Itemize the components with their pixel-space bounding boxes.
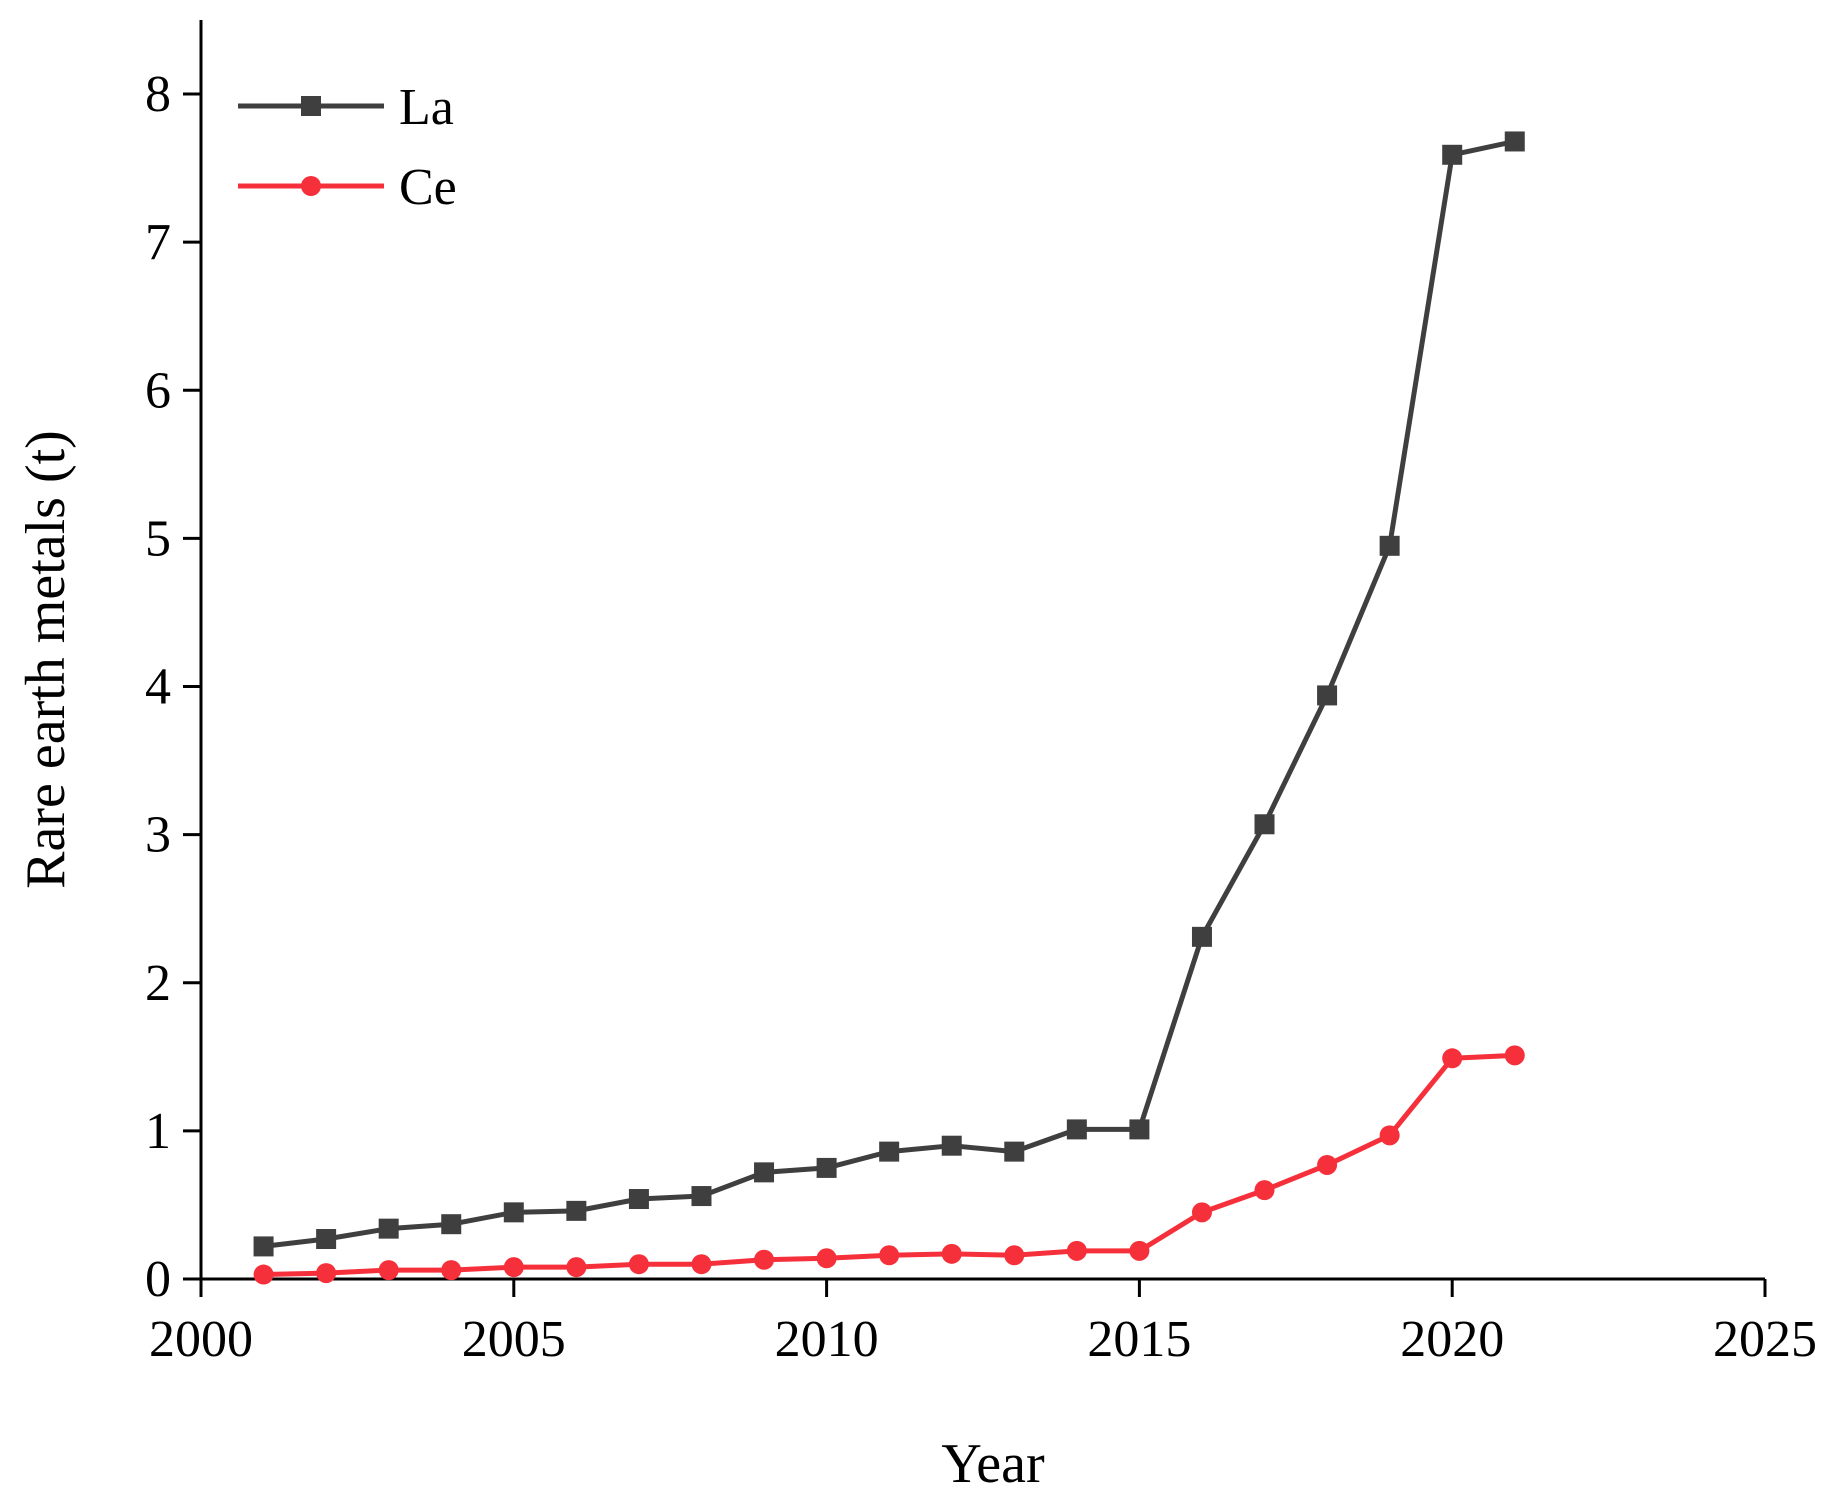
- point-La-2003: [378, 1218, 399, 1239]
- y-tick-label-5: 5: [145, 510, 171, 567]
- y-tick-label-8: 8: [145, 66, 171, 123]
- x-tick-label-2010: 2010: [775, 1311, 879, 1368]
- axes: 2000 2005 2010 2015 2020 2025 0 1 2 3 4 5 6 7 8: [145, 20, 1817, 1368]
- point-La-2004: [441, 1214, 462, 1235]
- point-La-2009: [754, 1162, 775, 1183]
- point-La-2020: [1442, 144, 1463, 165]
- y-tick-label-7: 7: [145, 214, 171, 271]
- point-Ce-2003: [378, 1260, 399, 1281]
- point-Ce-2004: [441, 1260, 462, 1281]
- x-tick-label-2020: 2020: [1400, 1311, 1504, 1368]
- point-Ce-2016: [1191, 1202, 1212, 1223]
- point-Ce-2017: [1254, 1180, 1275, 1201]
- point-Ce-2002: [316, 1263, 337, 1284]
- legend-item-La: La: [238, 79, 454, 136]
- x-tick-label-2005: 2005: [462, 1311, 566, 1368]
- point-La-2010: [816, 1157, 837, 1178]
- point-La-2006: [566, 1200, 587, 1221]
- x-tick-label-2015: 2015: [1087, 1311, 1191, 1368]
- y-axis-title: Rare earth metals (t): [15, 430, 77, 889]
- series-La: [253, 131, 1525, 1257]
- point-Ce-2019: [1379, 1125, 1400, 1146]
- point-Ce-2012: [941, 1243, 962, 1264]
- point-La-2015: [1129, 1119, 1150, 1140]
- point-La-2013: [1004, 1141, 1025, 1162]
- x-axis-title: Year: [941, 1433, 1045, 1495]
- legend-item-Ce: Ce: [238, 159, 457, 216]
- point-Ce-2013: [1004, 1245, 1025, 1266]
- point-La-2014: [1066, 1119, 1087, 1140]
- point-La-2005: [503, 1202, 524, 1223]
- point-La-2018: [1317, 685, 1338, 706]
- point-La-2001: [253, 1236, 274, 1257]
- legend-marker-Ce: [301, 176, 321, 196]
- x-tick-label-2025: 2025: [1713, 1311, 1817, 1368]
- point-Ce-2006: [566, 1257, 587, 1278]
- point-Ce-2018: [1317, 1154, 1338, 1175]
- point-Ce-2005: [503, 1257, 524, 1278]
- point-La-2016: [1191, 926, 1212, 947]
- point-La-2002: [316, 1229, 337, 1250]
- point-La-2019: [1379, 535, 1400, 556]
- point-Ce-2011: [879, 1245, 900, 1266]
- point-Ce-2010: [816, 1248, 837, 1269]
- y-tick-label-0: 0: [145, 1251, 171, 1308]
- legend: La Ce: [238, 79, 457, 216]
- point-Ce-2021: [1504, 1045, 1525, 1066]
- y-tick-label-1: 1: [145, 1103, 171, 1160]
- series-layer: [253, 131, 1525, 1285]
- y-tick-label-4: 4: [145, 659, 171, 716]
- series-Ce: [253, 1045, 1525, 1285]
- point-La-2017: [1254, 814, 1275, 835]
- point-Ce-2020: [1442, 1048, 1463, 1069]
- y-tick-label-2: 2: [145, 955, 171, 1012]
- legend-marker-La: [301, 96, 321, 116]
- point-La-2011: [879, 1141, 900, 1162]
- point-Ce-2007: [628, 1254, 649, 1275]
- point-Ce-2008: [691, 1254, 712, 1275]
- y-tick-label-3: 3: [145, 807, 171, 864]
- point-Ce-2009: [754, 1249, 775, 1270]
- point-Ce-2015: [1129, 1240, 1150, 1261]
- y-tick-label-6: 6: [145, 362, 171, 419]
- point-La-2021: [1504, 131, 1525, 152]
- point-Ce-2001: [253, 1264, 274, 1285]
- x-tick-label-2000: 2000: [149, 1311, 253, 1368]
- point-La-2008: [691, 1186, 712, 1207]
- point-Ce-2014: [1066, 1240, 1087, 1261]
- point-La-2012: [941, 1135, 962, 1156]
- point-La-2007: [628, 1189, 649, 1210]
- legend-label-La: La: [399, 79, 454, 136]
- legend-label-Ce: Ce: [399, 159, 457, 216]
